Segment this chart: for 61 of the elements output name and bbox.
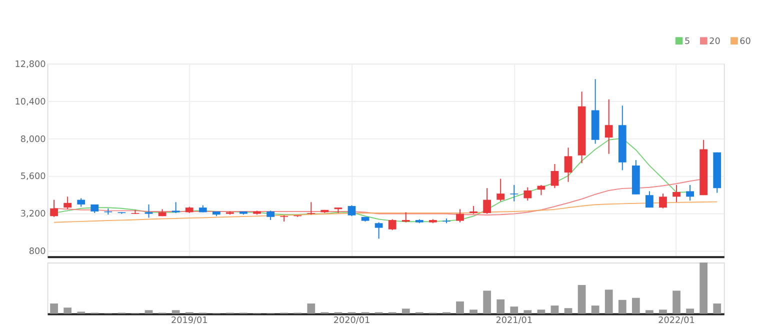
candlestick [496,178,505,202]
candlestick [564,147,572,182]
bar [456,301,464,314]
bar [632,298,640,314]
bar [659,310,667,314]
bar [510,306,518,314]
bar [172,310,180,314]
bar [672,290,680,314]
candlestick [266,210,274,221]
candlestick [388,218,396,231]
candlestick [402,212,410,223]
bar [604,290,613,314]
candlestick [686,184,694,202]
candlestick [144,204,153,218]
bar [64,308,72,314]
bar [483,290,492,314]
bar [307,303,316,314]
y-tick-label: 3,200 [20,209,46,220]
candlestick [172,202,180,214]
y-tick-label: 10,400 [14,97,46,108]
candlestick [550,163,559,189]
candlestick [307,202,316,216]
bar [686,308,694,314]
bar [470,310,478,314]
bar [646,310,654,314]
candlestick [483,188,492,214]
legend-label: 60 [740,36,752,47]
y-tick-label: 800 [28,246,46,257]
legend-label: 20 [709,36,721,47]
candlestick [348,204,356,217]
bar [591,306,600,314]
bar [700,262,708,314]
candlestick [659,193,667,209]
x-tick-label: 2019/01 [170,316,208,326]
y-tick-label: 12,800 [14,60,46,70]
bar [144,310,153,314]
candlestick [672,184,680,203]
candlestick [646,190,654,208]
y-tick-label: 5,600 [20,172,46,182]
candlestick [456,208,464,223]
bar [618,300,626,314]
bar [537,310,546,314]
x-tick-label: 2021/01 [496,316,533,326]
bar [50,303,58,314]
candlestick [50,199,58,218]
bar [713,303,722,314]
bar [564,308,572,314]
bar [496,299,505,314]
bar [550,306,559,314]
bar [524,310,532,314]
bar [578,285,586,314]
legend-label: 5 [684,36,690,47]
candlestick [604,98,613,154]
x-tick-label: 2020/01 [333,316,370,326]
candlestick [510,184,518,202]
candlestick [64,196,72,210]
y-tick-label: 8,000 [20,134,46,145]
candlestick [374,222,383,240]
candlestick [524,186,532,202]
bar [402,308,410,314]
x-tick-label: 2022/01 [658,316,695,326]
